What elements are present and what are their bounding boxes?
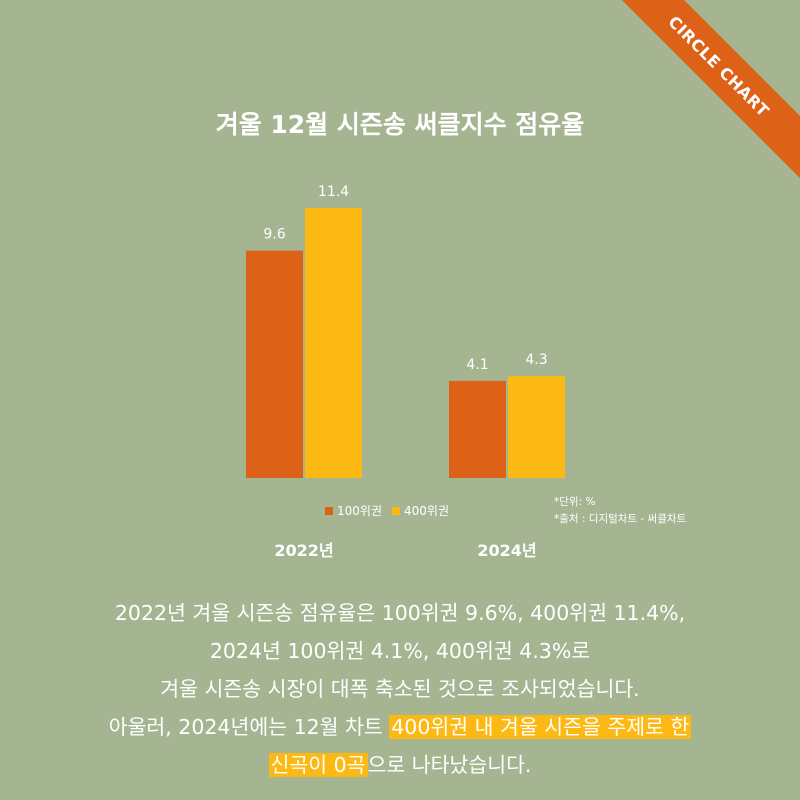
bar-0-0 xyxy=(246,250,303,478)
summary-line-1: 2022년 겨울 시즌송 점유율은 100위권 9.6%, 400위권 11.4… xyxy=(114,601,686,625)
legend-item-400: 400위권 xyxy=(392,502,449,519)
legend-swatch-100 xyxy=(325,506,333,515)
category-label-1: 2024년 xyxy=(477,541,536,560)
chart-notes: *단위: % *출처 : 디지털차트 - 써클차트 xyxy=(554,494,686,528)
legend-item-100: 100위권 xyxy=(325,502,382,519)
summary-line-5-text: 으로 나타났습니다. xyxy=(367,753,532,777)
bar-chart: 9.6 11.4 2022년 4.1 4.3 2024년 xyxy=(246,184,565,560)
summary-line-5-highlight: 신곡이 0곡 xyxy=(268,753,368,777)
data-label-1-0: 4.1 xyxy=(466,357,488,373)
summary-line-5: 신곡이 0곡으로 나타났습니다. xyxy=(0,746,800,784)
bar-1-1 xyxy=(508,376,565,478)
legend-label-100: 100위권 xyxy=(337,504,382,518)
summary-line-3: 겨울 시즌송 시장이 대폭 축소된 것으로 조사되었습니다. xyxy=(160,677,640,701)
summary-line-4-highlight: 400위권 내 겨울 시즌을 주제로 한 xyxy=(389,715,692,739)
summary-text: 2022년 겨울 시즌송 점유율은 100위권 9.6%, 400위권 11.4… xyxy=(0,594,800,784)
summary-line-4: 아울러, 2024년에는 12월 차트 400위권 내 겨울 시즌을 주제로 한 xyxy=(0,708,800,746)
unit-note: *단위: % xyxy=(554,496,596,508)
legend-swatch-400 xyxy=(392,506,400,515)
source-note: *출처 : 디지털차트 - 써클차트 xyxy=(554,513,687,525)
chart-title: 겨울 12월 시즌송 써클지수 점유율 xyxy=(215,110,585,139)
data-label-0-0: 9.6 xyxy=(263,227,285,243)
legend-label-400: 400위권 xyxy=(404,504,449,518)
bars-group xyxy=(246,208,565,478)
bar-1-0 xyxy=(449,380,506,478)
category-label-0: 2022년 xyxy=(274,541,333,560)
bar-0-1 xyxy=(305,208,362,478)
summary-line-2: 2024년 100위권 4.1%, 400위권 4.3%로 xyxy=(209,639,591,663)
legend: 100위권 400위권 xyxy=(325,502,449,519)
summary-line-4-text: 아울러, 2024년에는 12월 차트 xyxy=(108,715,390,739)
data-label-0-1: 11.4 xyxy=(318,184,349,200)
labels-group: 9.6 11.4 2022년 4.1 4.3 2024년 xyxy=(263,184,547,560)
data-label-1-1: 4.3 xyxy=(525,352,547,368)
